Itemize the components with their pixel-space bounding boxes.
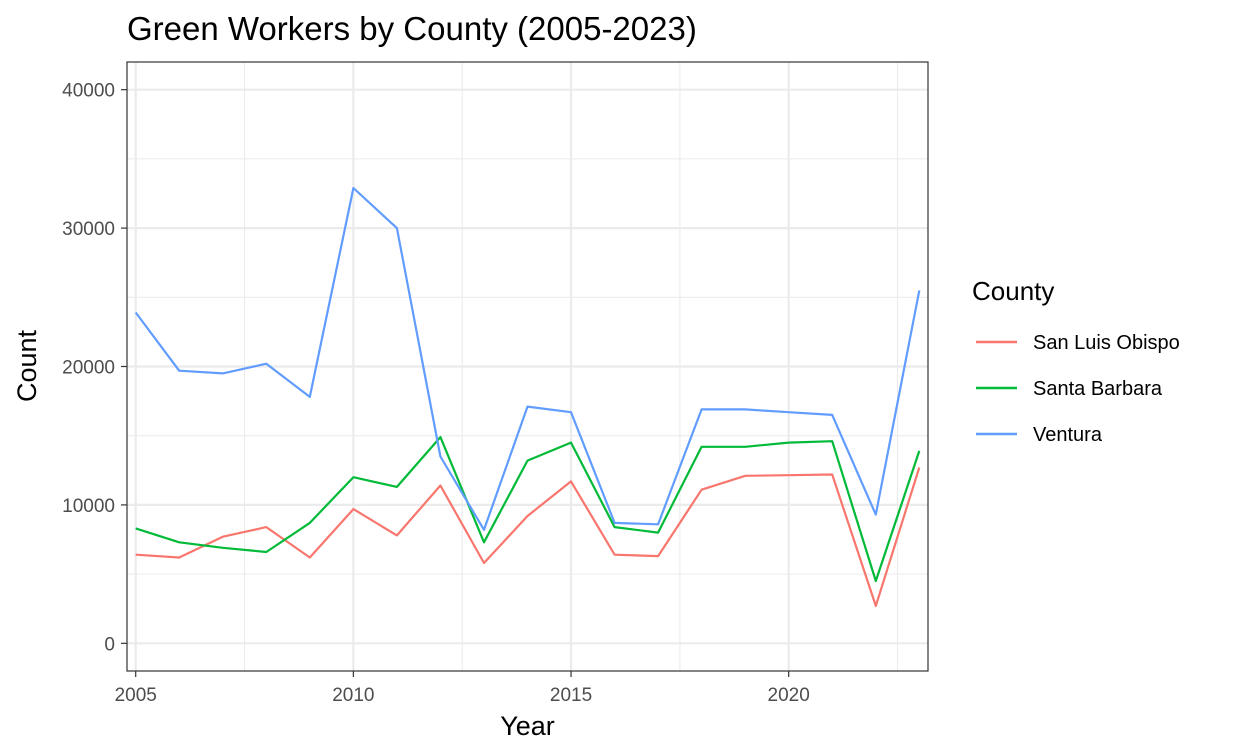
legend-label-santa-barbara: Santa Barbara [1033,378,1163,400]
legend-title: County [972,276,1054,306]
y-axis-title: Count [12,329,42,402]
x-axis-title: Year [500,711,555,741]
y-axis: 0 10000 20000 30000 40000 [62,81,127,655]
x-tick-label: 2005 [115,685,157,706]
chart-title: Green Workers by County (2005-2023) [127,10,697,47]
y-tick-label: 0 [104,634,115,655]
y-tick-label: 30000 [62,219,115,240]
legend-items: San Luis Obispo Santa Barbara Ventura [976,332,1180,446]
x-tick-label: 2010 [332,685,374,706]
series-line-ventura [134,186,921,531]
x-tick-label: 2020 [768,685,810,706]
series-lines [134,186,921,608]
legend: County San Luis Obispo Santa Barbara Ventu… [972,276,1180,446]
legend-label-san-luis-obispo: San Luis Obispo [1033,332,1180,354]
major-gridlines [127,62,928,671]
y-tick-label: 40000 [62,81,115,102]
x-axis: 2005 2010 2015 2020 [115,671,810,706]
legend-label-ventura: Ventura [1033,424,1103,446]
series-line-san-luis-obispo [135,467,921,608]
series-line-santa-barbara [135,436,921,583]
plot-panel [126,61,929,672]
y-tick-label: 10000 [62,496,115,517]
x-tick-label: 2015 [550,685,592,706]
y-tick-label: 20000 [62,358,115,379]
